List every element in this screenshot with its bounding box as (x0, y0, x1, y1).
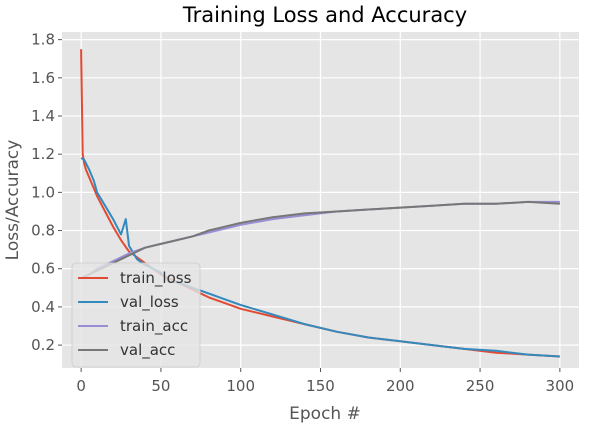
x-axis-label: Epoch # (289, 404, 361, 424)
legend-label: val_acc (120, 341, 175, 360)
legend-label: val_loss (120, 293, 179, 312)
y-tick-label: 1.4 (31, 107, 55, 125)
x-tick-label: 250 (466, 377, 495, 395)
y-tick-label: 1.8 (31, 31, 55, 49)
y-tick-label: 0.8 (31, 222, 55, 240)
y-tick-label: 1.6 (31, 69, 55, 87)
legend: train_loss val_loss train_acc val_acc (71, 262, 201, 368)
y-tick-label: 1.0 (31, 183, 55, 201)
x-tick-label: 150 (306, 377, 335, 395)
y-tick-label: 0.6 (31, 260, 55, 278)
x-tick-label: 200 (386, 377, 415, 395)
x-tick-label: 0 (76, 377, 86, 395)
x-tick-label: 100 (226, 377, 255, 395)
x-tick-label: 300 (546, 377, 575, 395)
y-axis-label: Loss/Accuracy (3, 140, 23, 261)
y-tick-label: 1.2 (31, 145, 55, 163)
legend-label: train_loss (120, 269, 192, 288)
grid-lines (62, 32, 579, 368)
chart-title: Training Loss and Accuracy (182, 3, 467, 27)
legend-label: train_acc (120, 317, 188, 336)
y-tick-label: 0.4 (31, 298, 55, 316)
y-axis-ticks: 0.2 0.4 0.6 0.8 1.0 1.2 1.4 1.6 1.8 (31, 31, 62, 354)
x-axis-ticks: 0 50 100 150 200 250 300 (76, 368, 574, 395)
y-tick-label: 0.2 (31, 336, 55, 354)
legend-box (71, 262, 201, 368)
x-tick-label: 50 (151, 377, 170, 395)
